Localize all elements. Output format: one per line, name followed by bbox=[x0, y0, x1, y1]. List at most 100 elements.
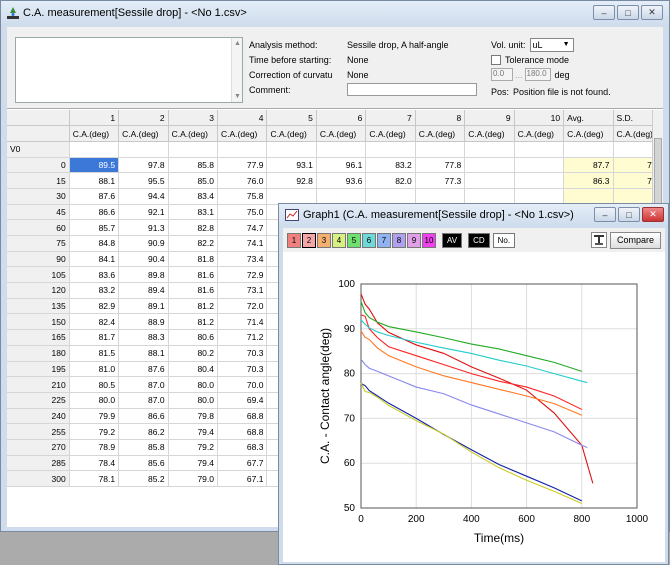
table-cell[interactable]: 93.6 bbox=[316, 173, 365, 189]
table-cell[interactable] bbox=[514, 157, 563, 173]
maximize-button[interactable]: □ bbox=[617, 5, 639, 20]
scroll-up-icon[interactable]: ▲ bbox=[234, 40, 241, 47]
table-cell[interactable]: 85.2 bbox=[119, 471, 168, 487]
table-cell[interactable]: 78.4 bbox=[69, 455, 118, 471]
table-cell[interactable]: 81.8 bbox=[168, 251, 217, 267]
col-number-header[interactable]: 9 bbox=[465, 110, 514, 126]
row-header[interactable]: 285 bbox=[7, 455, 69, 471]
table-cell[interactable]: 79.2 bbox=[168, 439, 217, 455]
table-cell[interactable]: 87.0 bbox=[119, 377, 168, 393]
table-cell[interactable]: 69.4 bbox=[218, 392, 267, 408]
row-header[interactable]: 255 bbox=[7, 424, 69, 440]
table-cell[interactable]: 86.6 bbox=[119, 408, 168, 424]
memo-scrollbar[interactable]: ▲ ▼ bbox=[231, 38, 242, 102]
table-cell[interactable]: 91.3 bbox=[119, 220, 168, 236]
table-cell[interactable]: 79.9 bbox=[69, 408, 118, 424]
row-header[interactable]: 30 bbox=[7, 188, 69, 204]
table-cell[interactable]: 80.0 bbox=[168, 392, 217, 408]
col-number-header[interactable]: 3 bbox=[168, 110, 217, 126]
table-cell[interactable]: 72.9 bbox=[218, 267, 267, 283]
col-number-header[interactable]: Avg. bbox=[564, 110, 613, 126]
table-cell[interactable] bbox=[415, 141, 464, 157]
table-cell[interactable]: 82.2 bbox=[168, 236, 217, 252]
tolerance-max-input[interactable]: 180.0 bbox=[525, 68, 551, 81]
row-header[interactable]: 75 bbox=[7, 236, 69, 252]
series-5-button[interactable]: 5 bbox=[347, 233, 361, 248]
table-cell[interactable]: 86.6 bbox=[69, 204, 118, 220]
table-cell[interactable]: 93.1 bbox=[267, 157, 316, 173]
row-header[interactable]: 150 bbox=[7, 314, 69, 330]
table-cell[interactable]: 85.7 bbox=[69, 220, 118, 236]
table-cell[interactable]: 79.4 bbox=[168, 424, 217, 440]
row-header[interactable]: 0 bbox=[7, 157, 69, 173]
table-cell[interactable]: 79.2 bbox=[69, 424, 118, 440]
table-cell[interactable] bbox=[465, 188, 514, 204]
no-button[interactable]: No. bbox=[493, 233, 515, 248]
av-button[interactable]: AV bbox=[442, 233, 462, 248]
col-number-header[interactable]: 6 bbox=[316, 110, 365, 126]
table-cell[interactable]: 97.8 bbox=[119, 157, 168, 173]
graph-close-button[interactable]: ✕ bbox=[642, 207, 664, 222]
table-cell[interactable] bbox=[119, 141, 168, 157]
table-cell[interactable] bbox=[465, 157, 514, 173]
row-header[interactable]: 240 bbox=[7, 408, 69, 424]
graph-maximize-button[interactable]: □ bbox=[618, 207, 640, 222]
table-cell[interactable]: 78.9 bbox=[69, 439, 118, 455]
table-cell[interactable] bbox=[69, 141, 118, 157]
table-cell[interactable]: 82.8 bbox=[168, 220, 217, 236]
table-cell[interactable]: 84.8 bbox=[69, 236, 118, 252]
row-header[interactable]: 180 bbox=[7, 345, 69, 361]
table-cell[interactable]: 74.1 bbox=[218, 236, 267, 252]
table-cell[interactable]: 87.6 bbox=[69, 188, 118, 204]
series-1-button[interactable]: 1 bbox=[287, 233, 301, 248]
row-header[interactable]: 195 bbox=[7, 361, 69, 377]
table-cell[interactable]: 83.2 bbox=[69, 283, 118, 299]
table-cell[interactable]: 71.4 bbox=[218, 314, 267, 330]
table-cell[interactable]: 82.4 bbox=[69, 314, 118, 330]
col-number-header[interactable]: 4 bbox=[218, 110, 267, 126]
table-cell[interactable]: 83.1 bbox=[168, 204, 217, 220]
table-cell[interactable]: 85.0 bbox=[168, 173, 217, 189]
col-number-header[interactable]: 10 bbox=[514, 110, 563, 126]
series-10-button[interactable]: 10 bbox=[422, 233, 436, 248]
series-8-button[interactable]: 8 bbox=[392, 233, 406, 248]
table-cell[interactable]: 86.3 bbox=[564, 173, 613, 189]
table-cell[interactable]: 92.1 bbox=[119, 204, 168, 220]
col-number-header[interactable]: 2 bbox=[119, 110, 168, 126]
table-cell[interactable]: 75.0 bbox=[218, 204, 267, 220]
series-4-button[interactable]: 4 bbox=[332, 233, 346, 248]
row-header[interactable]: 225 bbox=[7, 392, 69, 408]
series-7-button[interactable]: 7 bbox=[377, 233, 391, 248]
table-cell[interactable]: 73.4 bbox=[218, 251, 267, 267]
row-header[interactable]: 120 bbox=[7, 283, 69, 299]
table-cell[interactable]: 83.4 bbox=[168, 188, 217, 204]
table-cell[interactable]: 81.7 bbox=[69, 330, 118, 346]
table-cell[interactable] bbox=[366, 188, 415, 204]
table-cell[interactable]: 67.7 bbox=[218, 455, 267, 471]
table-cell[interactable] bbox=[564, 141, 613, 157]
series-3-button[interactable]: 3 bbox=[317, 233, 331, 248]
row-header[interactable]: 135 bbox=[7, 298, 69, 314]
table-cell[interactable]: 81.6 bbox=[168, 267, 217, 283]
table-cell[interactable]: 86.2 bbox=[119, 424, 168, 440]
table-cell[interactable]: 89.8 bbox=[119, 267, 168, 283]
row-header[interactable]: 15 bbox=[7, 173, 69, 189]
table-cell[interactable]: 80.0 bbox=[168, 377, 217, 393]
table-cell[interactable]: 73.1 bbox=[218, 283, 267, 299]
table-cell[interactable]: 67.1 bbox=[218, 471, 267, 487]
table-cell[interactable]: 96.1 bbox=[316, 157, 365, 173]
table-cell[interactable]: 85.6 bbox=[119, 455, 168, 471]
tolerance-min-input[interactable]: 0.0 bbox=[491, 68, 513, 81]
table-cell[interactable] bbox=[465, 173, 514, 189]
vol-unit-select[interactable]: uL ▼ bbox=[530, 38, 574, 52]
row-header[interactable]: 60 bbox=[7, 220, 69, 236]
compare-button[interactable]: Compare bbox=[610, 232, 661, 249]
table-cell[interactable]: 74.7 bbox=[218, 220, 267, 236]
row-header[interactable]: 165 bbox=[7, 330, 69, 346]
row-header[interactable]: 105 bbox=[7, 267, 69, 283]
table-cell[interactable]: 78.1 bbox=[69, 471, 118, 487]
table-cell[interactable]: 92.8 bbox=[267, 173, 316, 189]
table-cell[interactable]: 81.6 bbox=[168, 283, 217, 299]
row-header[interactable]: 210 bbox=[7, 377, 69, 393]
table-cell[interactable]: 88.3 bbox=[119, 330, 168, 346]
